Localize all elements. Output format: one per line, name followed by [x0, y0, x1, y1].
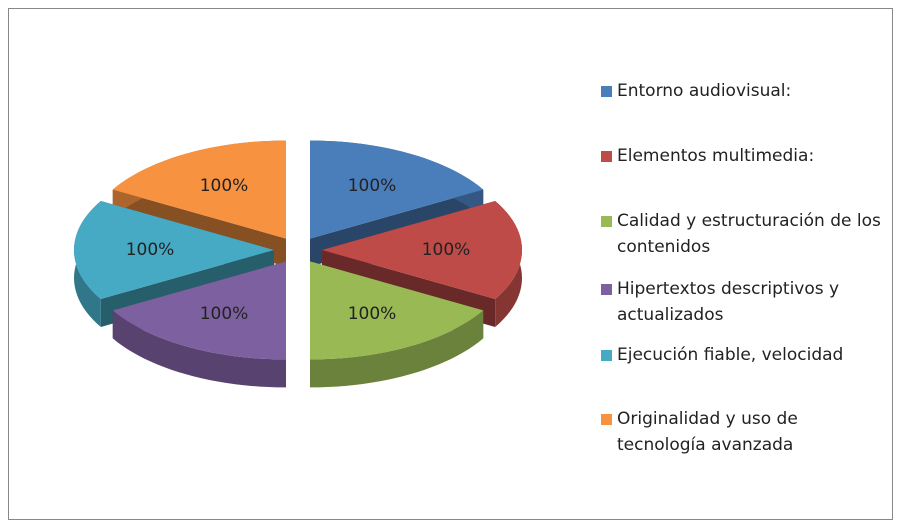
slice — [310, 261, 484, 360]
data-label: 100% — [200, 304, 249, 324]
slice — [112, 261, 286, 360]
slice — [112, 140, 286, 239]
slice — [310, 140, 484, 239]
legend-label: Hipertextos descriptivos y actualizados — [617, 279, 840, 325]
slice-rim — [310, 310, 484, 388]
chart-border — [8, 8, 893, 520]
legend-label: Entorno audiovisual: — [617, 81, 792, 101]
legend-swatch — [601, 216, 612, 227]
data-label: 100% — [348, 176, 397, 196]
legend-label: Elementos multimedia: — [617, 146, 815, 166]
legend-swatch — [601, 350, 612, 361]
data-label: 100% — [200, 176, 249, 196]
legend-item: Calidad y estructuración de los contenid… — [601, 208, 891, 260]
pie-area: 100% 100% 100% 100% 100% 100% — [74, 140, 522, 388]
legend-swatch — [601, 284, 612, 295]
legend-item: Entorno audiovisual: — [601, 78, 891, 104]
legend-label: Originalidad y uso de tecnología avanzad… — [617, 409, 798, 455]
legend-label: Calidad y estructuración de los contenid… — [617, 211, 881, 257]
slice — [322, 201, 522, 299]
legend-item: Hipertextos descriptivos y actualizados — [601, 276, 891, 328]
data-label: 100% — [126, 240, 175, 260]
legend-item: Elementos multimedia: — [601, 143, 891, 169]
slice — [74, 201, 274, 299]
legend-swatch — [601, 86, 612, 97]
legend-item: Ejecución fiable, velocidad — [601, 342, 891, 368]
data-label: 100% — [422, 240, 471, 260]
legend-swatch — [601, 151, 612, 162]
legend-swatch — [601, 414, 612, 425]
slice-rim — [112, 310, 286, 388]
legend-label: Ejecución fiable, velocidad — [617, 345, 844, 365]
legend-item: Originalidad y uso de tecnología avanzad… — [601, 406, 891, 458]
data-label: 100% — [348, 304, 397, 324]
